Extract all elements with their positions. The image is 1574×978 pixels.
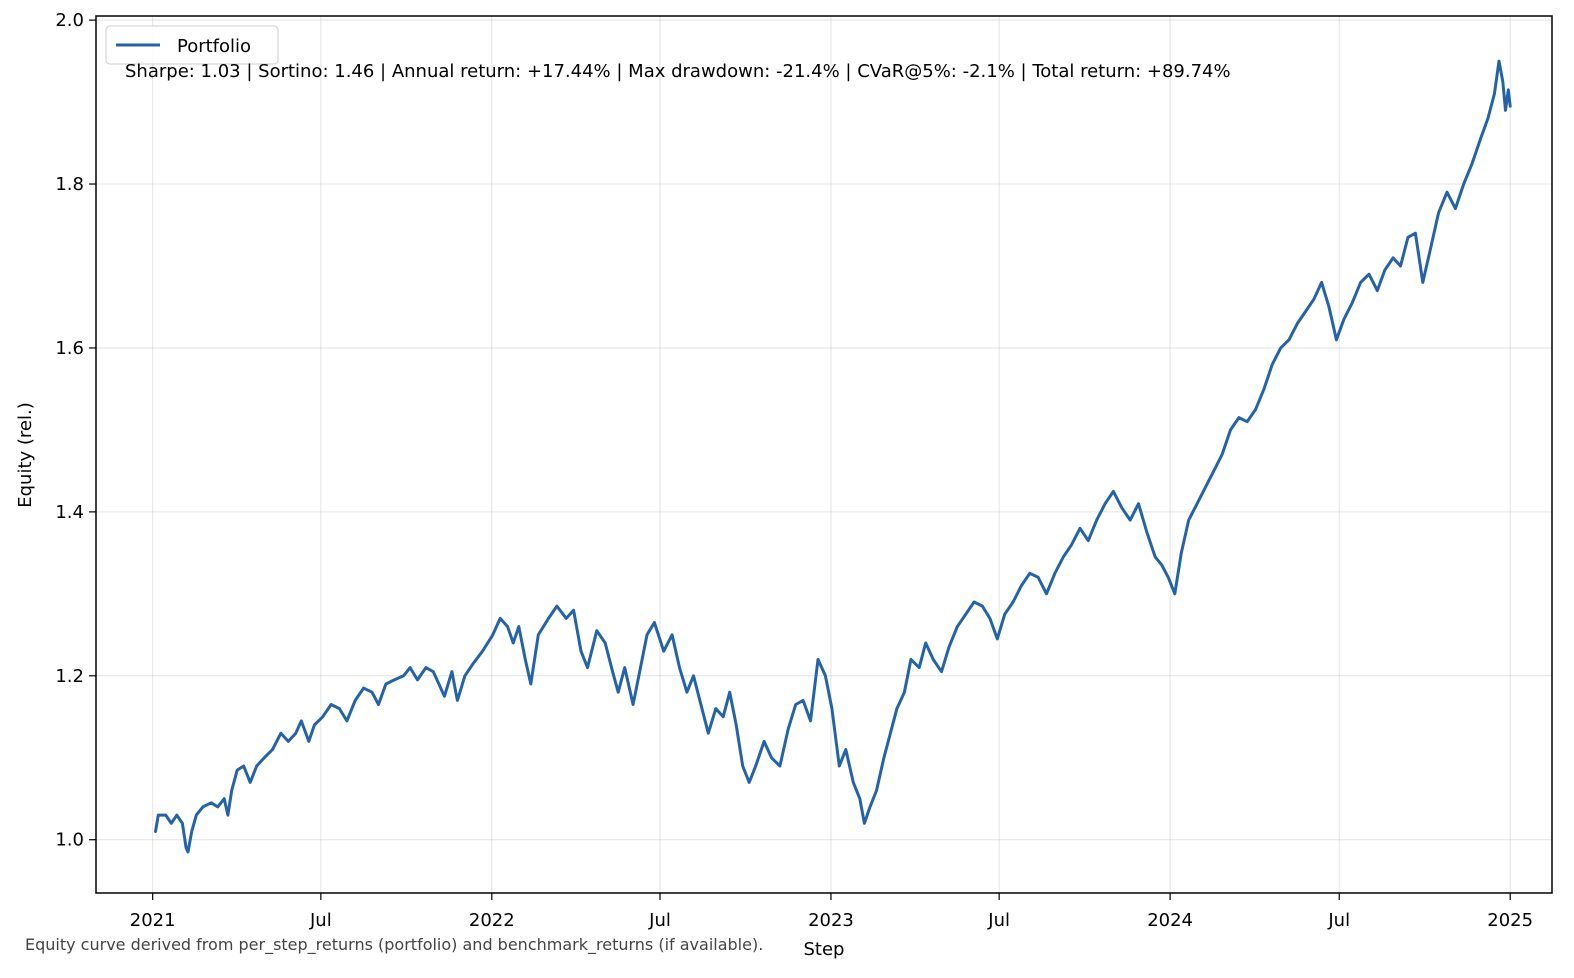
y-tick-label: 2.0 <box>55 10 84 31</box>
x-tick-label: Jul <box>309 910 332 931</box>
series-layer <box>154 59 1512 854</box>
legend-label-portfolio: Portfolio <box>177 36 251 57</box>
grid <box>96 16 1552 893</box>
y-tick-label: 1.4 <box>55 502 84 523</box>
x-tick-label: Jul <box>987 910 1010 931</box>
legend-box <box>105 25 279 65</box>
plot-frame <box>95 15 1553 894</box>
y-tick-label: 1.6 <box>55 338 84 359</box>
legend: Portfolio <box>105 25 279 65</box>
x-tick-label: Jul <box>648 910 671 931</box>
x-tick-label: Jul <box>1327 910 1350 931</box>
stats-annotation: Sharpe: 1.03 | Sortino: 1.46 | Annual re… <box>125 61 1231 82</box>
y-axis-label: Equity (rel.) <box>15 402 36 508</box>
x-tick-label: 2021 <box>130 910 176 931</box>
x-tick-label: 2023 <box>808 910 854 931</box>
y-tick-label: 1.2 <box>55 666 84 687</box>
x-axis-ticks: 2021 Jul 2022 Jul 2023 Jul 2024 Jul 2025 <box>130 893 1533 931</box>
series-line-portfolio <box>154 59 1512 854</box>
footnote: Equity curve derived from per_step_retur… <box>25 935 763 955</box>
y-tick-label: 1.8 <box>55 174 84 195</box>
y-tick-label: 1.0 <box>55 830 84 851</box>
x-axis-label: Step <box>804 939 845 960</box>
x-tick-label: 2025 <box>1487 910 1533 931</box>
y-axis-ticks: 1.0 1.2 1.4 1.6 1.8 2.0 <box>55 10 96 851</box>
x-tick-label: 2024 <box>1147 910 1193 931</box>
x-tick-label: 2022 <box>469 910 515 931</box>
